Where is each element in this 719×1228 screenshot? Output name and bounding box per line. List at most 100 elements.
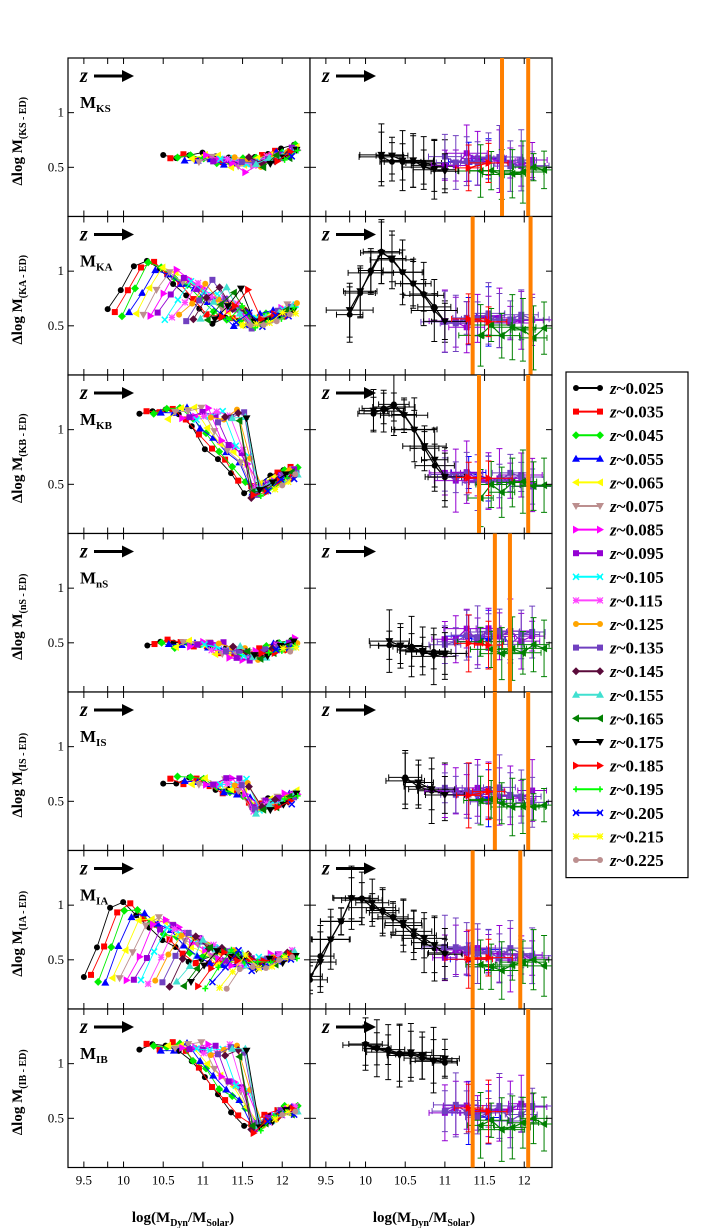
data-point — [280, 471, 287, 478]
data-point — [497, 488, 505, 497]
data-point — [216, 155, 224, 163]
x-tick-label: 10.5 — [394, 1173, 417, 1188]
data-point — [187, 277, 195, 285]
data-point — [221, 948, 229, 957]
legend-label: z~0.185 — [609, 757, 664, 776]
data-point — [262, 646, 269, 653]
data-point — [249, 963, 256, 970]
data-point — [210, 1065, 219, 1073]
legend-marker-icon — [573, 786, 579, 793]
data-point — [176, 311, 183, 318]
data-point — [203, 311, 210, 318]
data-point — [161, 316, 169, 324]
x-axis-label-right: log(MDyn/MSolar) — [373, 1210, 475, 1228]
data-point — [162, 404, 171, 413]
data-point — [114, 909, 121, 916]
data-point — [184, 1041, 193, 1049]
panel-frame — [309, 57, 553, 218]
data-point — [206, 959, 215, 967]
data-point — [255, 964, 263, 972]
data-point — [193, 286, 200, 293]
data-point — [389, 915, 398, 923]
data-point — [172, 977, 181, 985]
data-point — [419, 164, 428, 172]
data-point — [149, 1041, 158, 1050]
data-point — [207, 414, 214, 421]
data-point — [179, 414, 187, 423]
data-point — [241, 1049, 248, 1056]
data-point — [233, 654, 240, 661]
data-point — [178, 279, 187, 287]
data-point — [291, 794, 298, 801]
data-point — [124, 287, 131, 294]
data-point — [154, 309, 161, 316]
data-point — [189, 315, 198, 324]
data-point — [409, 157, 418, 165]
data-point — [232, 442, 240, 450]
data-point — [540, 1120, 548, 1129]
data-point — [310, 973, 314, 981]
data-point — [496, 784, 503, 791]
y-tick-label: 0.5 — [48, 952, 64, 967]
legend-label: z~0.205 — [609, 804, 664, 823]
data-point — [293, 955, 300, 962]
data-point — [229, 447, 237, 456]
data-point — [275, 950, 283, 958]
legend-item: z~0.035 — [573, 403, 664, 422]
data-point — [136, 1046, 143, 1053]
data-point — [463, 945, 470, 952]
data-point — [216, 984, 223, 992]
legend-marker-icon — [573, 621, 579, 627]
data-point — [170, 281, 177, 288]
data-point — [337, 918, 346, 926]
data-point — [218, 312, 226, 321]
data-point — [185, 948, 194, 957]
data-point — [231, 782, 238, 789]
data-point — [137, 264, 144, 271]
data-point — [209, 1084, 216, 1091]
data-point — [264, 487, 272, 495]
data-point — [127, 900, 134, 907]
series-z~0.165 — [467, 449, 552, 528]
data-point — [120, 906, 129, 915]
data-point — [180, 777, 189, 785]
data-point — [218, 436, 226, 445]
data-point — [170, 922, 177, 929]
data-point — [279, 1111, 286, 1118]
data-point — [529, 952, 536, 959]
data-point — [165, 982, 174, 991]
data-point — [265, 800, 274, 808]
data-point — [540, 324, 548, 333]
legend-label: z~0.025 — [609, 379, 664, 398]
data-point — [518, 311, 525, 318]
data-point — [291, 1102, 299, 1110]
data-point — [223, 985, 230, 992]
legend-marker-icon — [597, 761, 604, 770]
data-point — [220, 639, 227, 646]
data-point — [152, 286, 161, 294]
data-point — [496, 628, 503, 635]
data-point — [387, 152, 396, 160]
legend-label: z~0.035 — [609, 403, 664, 422]
legend-item: z~0.025 — [573, 379, 664, 398]
data-point — [222, 456, 229, 463]
data-point — [186, 773, 195, 782]
data-point — [157, 926, 164, 933]
data-point — [418, 1052, 427, 1060]
data-point — [107, 904, 114, 911]
data-point — [196, 424, 205, 432]
data-point — [485, 158, 493, 167]
data-point — [125, 308, 134, 316]
z-arrow-label: z — [79, 699, 88, 721]
data-point — [188, 1056, 197, 1065]
data-point — [179, 950, 186, 957]
data-point — [507, 1117, 514, 1124]
data-point — [250, 1129, 258, 1138]
x-tick-label: 10 — [117, 1173, 130, 1188]
legend-marker-icon — [597, 786, 603, 793]
data-point — [242, 1047, 251, 1055]
data-point — [115, 975, 124, 983]
data-point — [507, 791, 514, 798]
data-point — [485, 641, 493, 650]
